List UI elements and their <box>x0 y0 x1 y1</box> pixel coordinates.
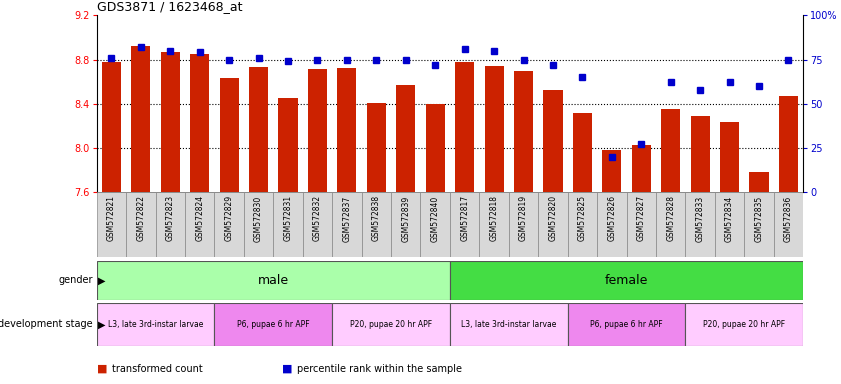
Text: GSM572832: GSM572832 <box>313 195 322 242</box>
Bar <box>214 192 244 257</box>
Bar <box>514 71 533 192</box>
Bar <box>685 303 803 346</box>
Bar <box>632 144 651 192</box>
Text: GSM572835: GSM572835 <box>754 195 764 242</box>
Bar <box>690 116 710 192</box>
Bar <box>484 66 504 192</box>
Bar <box>131 46 151 192</box>
Text: GSM572834: GSM572834 <box>725 195 734 242</box>
Bar <box>685 192 715 257</box>
Bar <box>161 52 180 192</box>
Bar <box>455 62 474 192</box>
Text: GSM572833: GSM572833 <box>696 195 705 242</box>
Bar <box>744 192 774 257</box>
Bar <box>362 192 391 257</box>
Text: development stage: development stage <box>0 319 93 329</box>
Text: male: male <box>257 274 289 287</box>
Bar <box>97 192 126 257</box>
Bar <box>102 62 121 192</box>
Bar <box>509 192 538 257</box>
Text: percentile rank within the sample: percentile rank within the sample <box>297 364 462 374</box>
Text: P6, pupae 6 hr APF: P6, pupae 6 hr APF <box>237 320 309 329</box>
Bar <box>568 192 597 257</box>
Bar <box>278 98 298 192</box>
Bar <box>396 85 415 192</box>
Bar <box>450 192 479 257</box>
Text: P20, pupae 20 hr APF: P20, pupae 20 hr APF <box>703 320 785 329</box>
Bar <box>190 54 209 192</box>
Bar <box>715 192 744 257</box>
Text: P6, pupae 6 hr APF: P6, pupae 6 hr APF <box>590 320 663 329</box>
Bar <box>568 303 685 346</box>
Bar <box>337 68 357 192</box>
Bar <box>367 103 386 192</box>
Bar <box>450 261 803 300</box>
Text: GSM572828: GSM572828 <box>666 195 675 241</box>
Text: transformed count: transformed count <box>112 364 203 374</box>
Bar <box>749 172 769 192</box>
Text: GSM572823: GSM572823 <box>166 195 175 242</box>
Text: GSM572817: GSM572817 <box>460 195 469 242</box>
Text: GSM572829: GSM572829 <box>225 195 234 242</box>
Bar <box>220 78 239 192</box>
Bar <box>308 70 327 192</box>
Bar <box>661 109 680 192</box>
Bar <box>426 104 445 192</box>
Bar <box>779 96 798 192</box>
Text: GSM572825: GSM572825 <box>578 195 587 242</box>
Bar <box>538 192 568 257</box>
Text: GSM572822: GSM572822 <box>136 195 145 241</box>
Text: GSM572826: GSM572826 <box>607 195 616 242</box>
Text: GSM572821: GSM572821 <box>107 195 116 241</box>
Bar <box>126 192 156 257</box>
Text: L3, late 3rd-instar larvae: L3, late 3rd-instar larvae <box>108 320 204 329</box>
Text: GSM572836: GSM572836 <box>784 195 793 242</box>
Text: GSM572818: GSM572818 <box>489 195 499 241</box>
Text: GSM572831: GSM572831 <box>283 195 293 242</box>
Bar <box>774 192 803 257</box>
Text: ▶: ▶ <box>98 319 106 329</box>
Text: female: female <box>605 274 648 287</box>
Bar <box>602 150 621 192</box>
Bar <box>573 113 592 192</box>
Bar <box>450 303 568 346</box>
Bar <box>97 303 214 346</box>
Text: GSM572830: GSM572830 <box>254 195 263 242</box>
Bar <box>332 303 450 346</box>
Bar <box>597 192 627 257</box>
Bar <box>543 91 563 192</box>
Text: gender: gender <box>58 275 93 285</box>
Text: GSM572840: GSM572840 <box>431 195 440 242</box>
Bar <box>185 192 214 257</box>
Text: ■: ■ <box>97 364 107 374</box>
Bar <box>249 67 268 192</box>
Text: GSM572839: GSM572839 <box>401 195 410 242</box>
Bar <box>627 192 656 257</box>
Bar <box>391 192 420 257</box>
Bar <box>420 192 450 257</box>
Text: GSM572819: GSM572819 <box>519 195 528 242</box>
Bar <box>720 122 739 192</box>
Bar <box>244 192 273 257</box>
Text: P20, pupae 20 hr APF: P20, pupae 20 hr APF <box>350 320 432 329</box>
Bar <box>156 192 185 257</box>
Text: GSM572820: GSM572820 <box>548 195 558 242</box>
Text: L3, late 3rd-instar larvae: L3, late 3rd-instar larvae <box>461 320 557 329</box>
Bar <box>479 192 509 257</box>
Bar <box>656 192 685 257</box>
Text: GSM572827: GSM572827 <box>637 195 646 242</box>
Bar <box>332 192 362 257</box>
Text: GSM572838: GSM572838 <box>372 195 381 242</box>
Text: GDS3871 / 1623468_at: GDS3871 / 1623468_at <box>97 0 242 13</box>
Text: ■: ■ <box>282 364 292 374</box>
Text: ▶: ▶ <box>98 275 106 285</box>
Bar <box>273 192 303 257</box>
Bar <box>214 303 332 346</box>
Text: GSM572824: GSM572824 <box>195 195 204 242</box>
Bar <box>303 192 332 257</box>
Bar <box>97 261 450 300</box>
Text: GSM572837: GSM572837 <box>342 195 352 242</box>
